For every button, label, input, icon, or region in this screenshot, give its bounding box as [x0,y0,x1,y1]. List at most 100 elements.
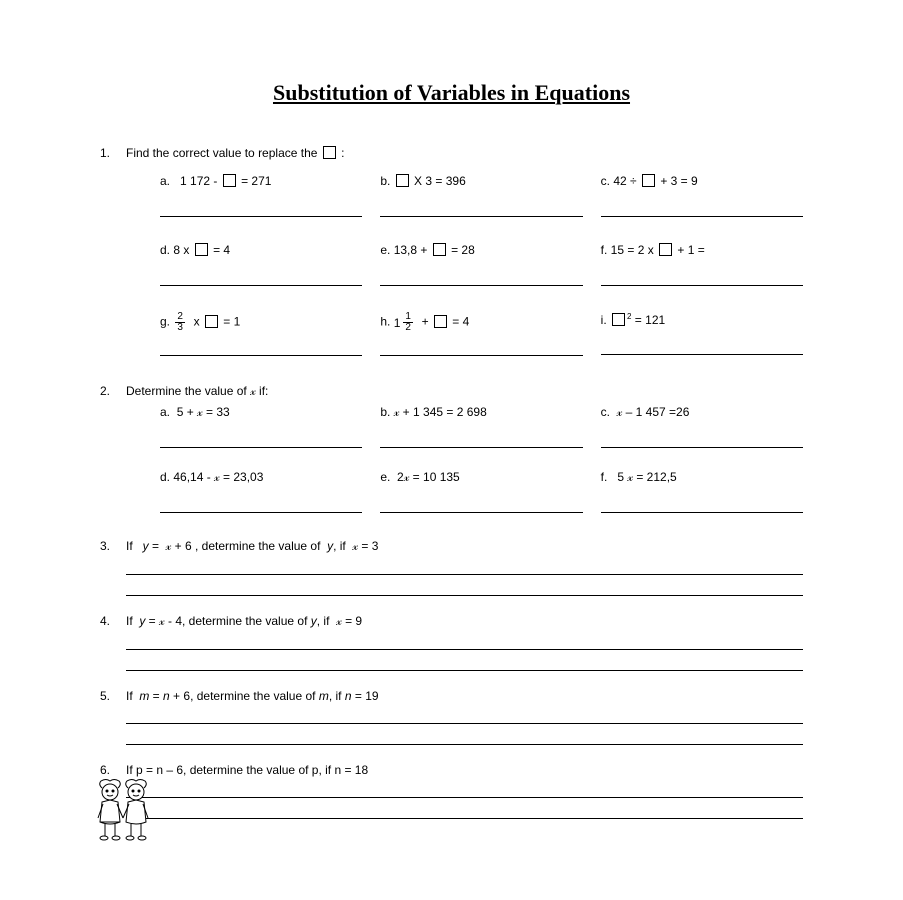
answer-line [380,339,582,356]
q1-subgrid: a. 1 172 - = 271 b. X 3 = 396 [160,174,803,356]
q1e: e. 13,8 + = 28 [380,243,582,286]
q1i-label: i. [601,313,607,327]
q2b-eq: 𝓍 + 1 345 = 2 698 [394,405,487,419]
q2-number: 2. [100,384,126,398]
placeholder-box-icon [323,146,336,159]
q1a-label: a. [160,174,170,188]
q1b: b. X 3 = 396 [380,174,582,217]
box-icon [433,243,446,256]
q1f-label: f. [601,243,608,257]
q1d-post: = 4 [213,243,230,257]
q1b-label: b. [380,174,390,188]
q2-subgrid: a. 5 + 𝓍 = 33 b. 𝓍 + 1 345 = 2 698 c. 𝓍 … [160,405,803,513]
worksheet-page: Substitution of Variables in Equations 1… [0,0,903,857]
answer-line [160,496,362,513]
q2d-eq: 46,14 - 𝓍 = 23,03 [173,470,263,484]
q1f-pre: 15 = 2 x [611,243,654,257]
answer-line [380,496,582,513]
q1e-post: = 28 [451,243,475,257]
q2d-label: d. [160,470,170,484]
answer-line [126,730,803,745]
q1g: g. 23 x = 1 [160,312,362,356]
q6-number: 6. [100,763,126,777]
q1b-post: X 3 = 396 [414,174,466,188]
q1f: f. 15 = 2 x + 1 = [601,243,803,286]
q1e-pre: 13,8 + [394,243,428,257]
q2d: d. 46,14 - 𝓍 = 23,03 [160,470,362,513]
q1c-pre: 42 ÷ [613,174,636,188]
q2a-eq: 5 + 𝓍 = 33 [177,405,230,419]
answer-line [601,431,803,448]
q2c-eq: 𝓍 – 1 457 =26 [617,405,690,419]
answer-line [126,635,803,650]
q1f-post: + 1 = [677,243,704,257]
answer-line [160,431,362,448]
answer-line [160,269,362,286]
box-icon [223,174,236,187]
children-figures-icon [92,778,154,848]
question-1: 1. Find the correct value to replace the… [100,146,803,356]
box-icon [642,174,655,187]
q3-number: 3. [100,539,126,553]
q4-number: 4. [100,614,126,628]
answer-line [601,338,803,355]
q1d-pre: 8 x [173,243,189,257]
answer-line [601,496,803,513]
q1d: d. 8 x = 4 [160,243,362,286]
answer-line [380,200,582,217]
box-icon [612,313,625,326]
q1i: i. 2 = 121 [601,312,803,356]
q1g-post: = 1 [223,315,240,329]
q5-number: 5. [100,689,126,703]
q1d-label: d. [160,243,170,257]
q1a-post: = 271 [241,174,271,188]
q2f-label: f. [601,470,608,484]
q1i-post: = 121 [635,313,665,327]
question-2: 2. Determine the value of 𝓍 if: a. 5 + 𝓍… [100,384,803,513]
question-3: 3. If y = 𝓍 + 6 , determine the value of… [100,539,803,596]
q1e-label: e. [380,243,390,257]
answer-line [380,269,582,286]
q1-prompt-post: : [341,146,344,160]
page-title: Substitution of Variables in Equations [100,80,803,106]
q2a: a. 5 + 𝓍 = 33 [160,405,362,448]
answer-line [126,656,803,671]
question-5: 5. If m = n + 6, determine the value of … [100,689,803,745]
answer-line [601,269,803,286]
q5-text: If m = n + 6, determine the value of m, … [126,689,803,703]
q2a-label: a. [160,405,170,419]
answer-line [126,709,803,724]
box-icon [659,243,672,256]
q1h: h. 1 12 + = 4 [380,312,582,356]
box-icon [205,315,218,328]
q4-text: If y = 𝓍 - 4, determine the value of y, … [126,614,803,629]
q1-prompt-pre: Find the correct value to replace the [126,146,317,160]
answer-line [601,200,803,217]
q1h-label: h. [380,315,390,329]
q2f: f. 5 𝓍 = 212,5 [601,470,803,513]
q1a: a. 1 172 - = 271 [160,174,362,217]
answer-line [160,200,362,217]
fraction-2-3: 23 [175,312,185,333]
q2c: c. 𝓍 – 1 457 =26 [601,405,803,448]
mixed-1-1-2: 1 12 [394,312,415,333]
exponent-2: 2 [627,312,631,321]
answer-line [380,431,582,448]
q2e-label: e. [380,470,390,484]
q2b-label: b. [380,405,390,419]
q2f-eq: 5 𝓍 = 212,5 [617,470,676,484]
answer-line [126,783,803,798]
q1c-label: c. [601,174,610,188]
question-4: 4. If y = 𝓍 - 4, determine the value of … [100,614,803,671]
box-icon [195,243,208,256]
q1-number: 1. [100,146,126,160]
answer-line [126,804,803,819]
q1g-label: g. [160,315,170,329]
q2e-eq: 2𝓍 = 10 135 [397,470,460,484]
q1c-post: + 3 = 9 [660,174,697,188]
q2-prompt: Determine the value of 𝓍 if: [126,384,803,399]
box-icon [396,174,409,187]
q1-prompt: Find the correct value to replace the : [126,146,803,160]
q2e: e. 2𝓍 = 10 135 [380,470,582,513]
box-icon [434,315,447,328]
